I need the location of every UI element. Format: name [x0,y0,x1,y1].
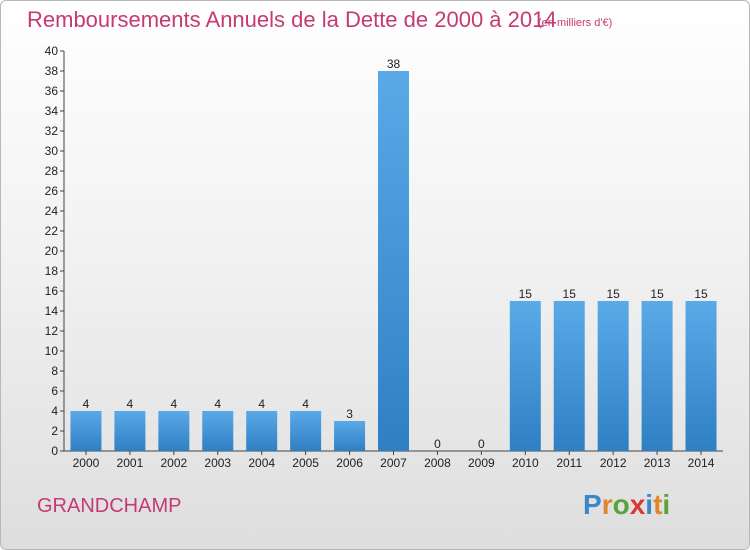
data-label: 4 [258,397,265,411]
x-tick-label: 2014 [688,456,715,470]
y-tick-label: 32 [45,124,59,138]
y-tick-label: 2 [51,424,58,438]
x-axis: 2000 2001 2002 2003 2004 2005 2006 2007 2008 2009… [64,450,723,470]
x-tick-label: 2007 [380,456,407,470]
y-tick-label: 20 [45,244,59,258]
chart-title: Remboursements Annuels de la Dette de 20… [27,7,557,32]
bar [553,301,585,451]
bar [246,411,278,451]
commune-name: GRANDCHAMP [37,495,182,517]
bar [158,411,190,451]
data-label: 15 [563,287,577,301]
y-tick-label: 12 [45,324,59,338]
bar [334,421,366,451]
y-tick-label: 34 [45,104,59,118]
logo-letter: r [601,489,613,520]
y-tick-label: 26 [45,184,59,198]
bar [202,411,234,451]
y-tick-label: 36 [45,84,59,98]
data-label: 0 [434,437,441,451]
y-tick-label: 10 [45,344,59,358]
y-tick-label: 40 [45,44,59,58]
chart-subtitle: (en milliers d'€) [538,17,613,29]
bar [641,301,673,451]
x-tick-label: 2008 [424,456,451,470]
data-label: 38 [387,57,401,71]
bar [685,301,717,451]
x-tick-label: 2012 [600,456,627,470]
x-tick-label: 2002 [160,456,187,470]
x-tick-label: 2010 [512,456,539,470]
x-tick-label: 2005 [292,456,319,470]
logo-letter: i [645,489,654,520]
data-label: 4 [127,397,134,411]
data-label: 15 [606,287,620,301]
proxiti-logo[interactable]: Proxiti [583,489,693,523]
bar [509,301,541,451]
x-tick-label: 2013 [644,456,671,470]
logo-letter: P [583,489,602,520]
y-tick-label: 16 [45,284,59,298]
y-tick-label: 22 [45,224,59,238]
x-tick-label: 2004 [248,456,275,470]
logo-letter: i [662,489,671,520]
data-label: 15 [650,287,664,301]
y-tick-label: 38 [45,64,59,78]
y-tick-label: 24 [45,204,59,218]
x-tick-label: 2011 [556,456,582,470]
data-label: 4 [214,397,221,411]
bars [70,71,717,451]
data-label: 4 [83,397,90,411]
y-tick-label: 18 [45,264,59,278]
bar [597,301,629,451]
bar [290,411,322,451]
bar [70,411,102,451]
data-label: 4 [302,397,309,411]
y-tick-label: 8 [51,364,58,378]
data-label: 3 [346,407,353,421]
y-tick-label: 6 [51,384,58,398]
x-tick-label: 2000 [73,456,100,470]
bar [378,71,409,451]
x-tick-label: 2006 [336,456,363,470]
y-tick-label: 28 [45,164,59,178]
y-tick-label: 30 [45,144,59,158]
y-tick-label: 0 [51,444,58,458]
y-tick-label: 14 [45,304,59,318]
logo-letter: t [653,489,663,520]
logo-letter: x [629,489,646,520]
x-tick-label: 2003 [204,456,231,470]
data-label: 4 [170,397,177,411]
data-labels: 4 4 4 4 4 4 3 38 0 0 15 15 15 15 15 [83,57,708,451]
data-label: 0 [478,437,485,451]
logo-letter: o [612,489,630,520]
x-tick-label: 2009 [468,456,495,470]
data-label: 15 [694,287,708,301]
x-tick-label: 2001 [117,456,144,470]
y-tick-label: 4 [51,404,58,418]
data-label: 15 [519,287,533,301]
bar [114,411,146,451]
